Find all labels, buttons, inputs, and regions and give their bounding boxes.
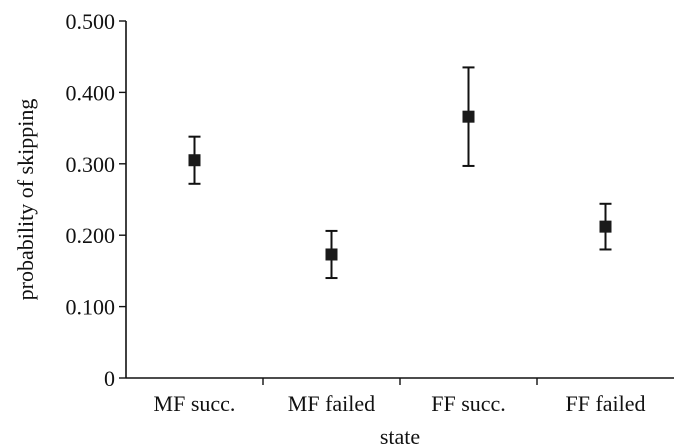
- data-point-group: [325, 229, 338, 280]
- x-tick-label: FF failed: [565, 391, 645, 416]
- y-tick-label: 0.300: [66, 152, 116, 177]
- data-point-group: [462, 66, 475, 167]
- y-axis: 0 0.100 0.200 0.300 0.400 0.500: [66, 9, 127, 391]
- x-ticks: MF succ. MF failed FF succ. FF failed: [154, 378, 646, 416]
- x-tick-label: MF succ.: [154, 391, 236, 416]
- x-axis: MF succ. MF failed FF succ. FF failed: [126, 377, 674, 416]
- data-point-marker: [462, 110, 475, 123]
- y-tick-label: 0.200: [66, 223, 116, 248]
- y-ticks: 0 0.100 0.200 0.300 0.400 0.500: [66, 9, 126, 391]
- x-tick-label: MF failed: [288, 391, 375, 416]
- data-point-group: [188, 135, 201, 185]
- y-tick-label: 0.500: [66, 9, 116, 34]
- x-axis-title: state: [380, 424, 420, 447]
- plot-marks: [188, 66, 612, 280]
- data-point-marker: [325, 248, 338, 261]
- y-tick-label: 0.400: [66, 80, 116, 105]
- y-tick-label: 0: [104, 366, 115, 391]
- x-tick-label: FF succ.: [431, 391, 506, 416]
- y-tick-label: 0.100: [66, 295, 116, 320]
- data-point-marker: [188, 154, 201, 167]
- y-axis-title: probability of skipping: [13, 99, 38, 301]
- data-point-marker: [599, 220, 612, 233]
- data-point-group: [599, 202, 612, 251]
